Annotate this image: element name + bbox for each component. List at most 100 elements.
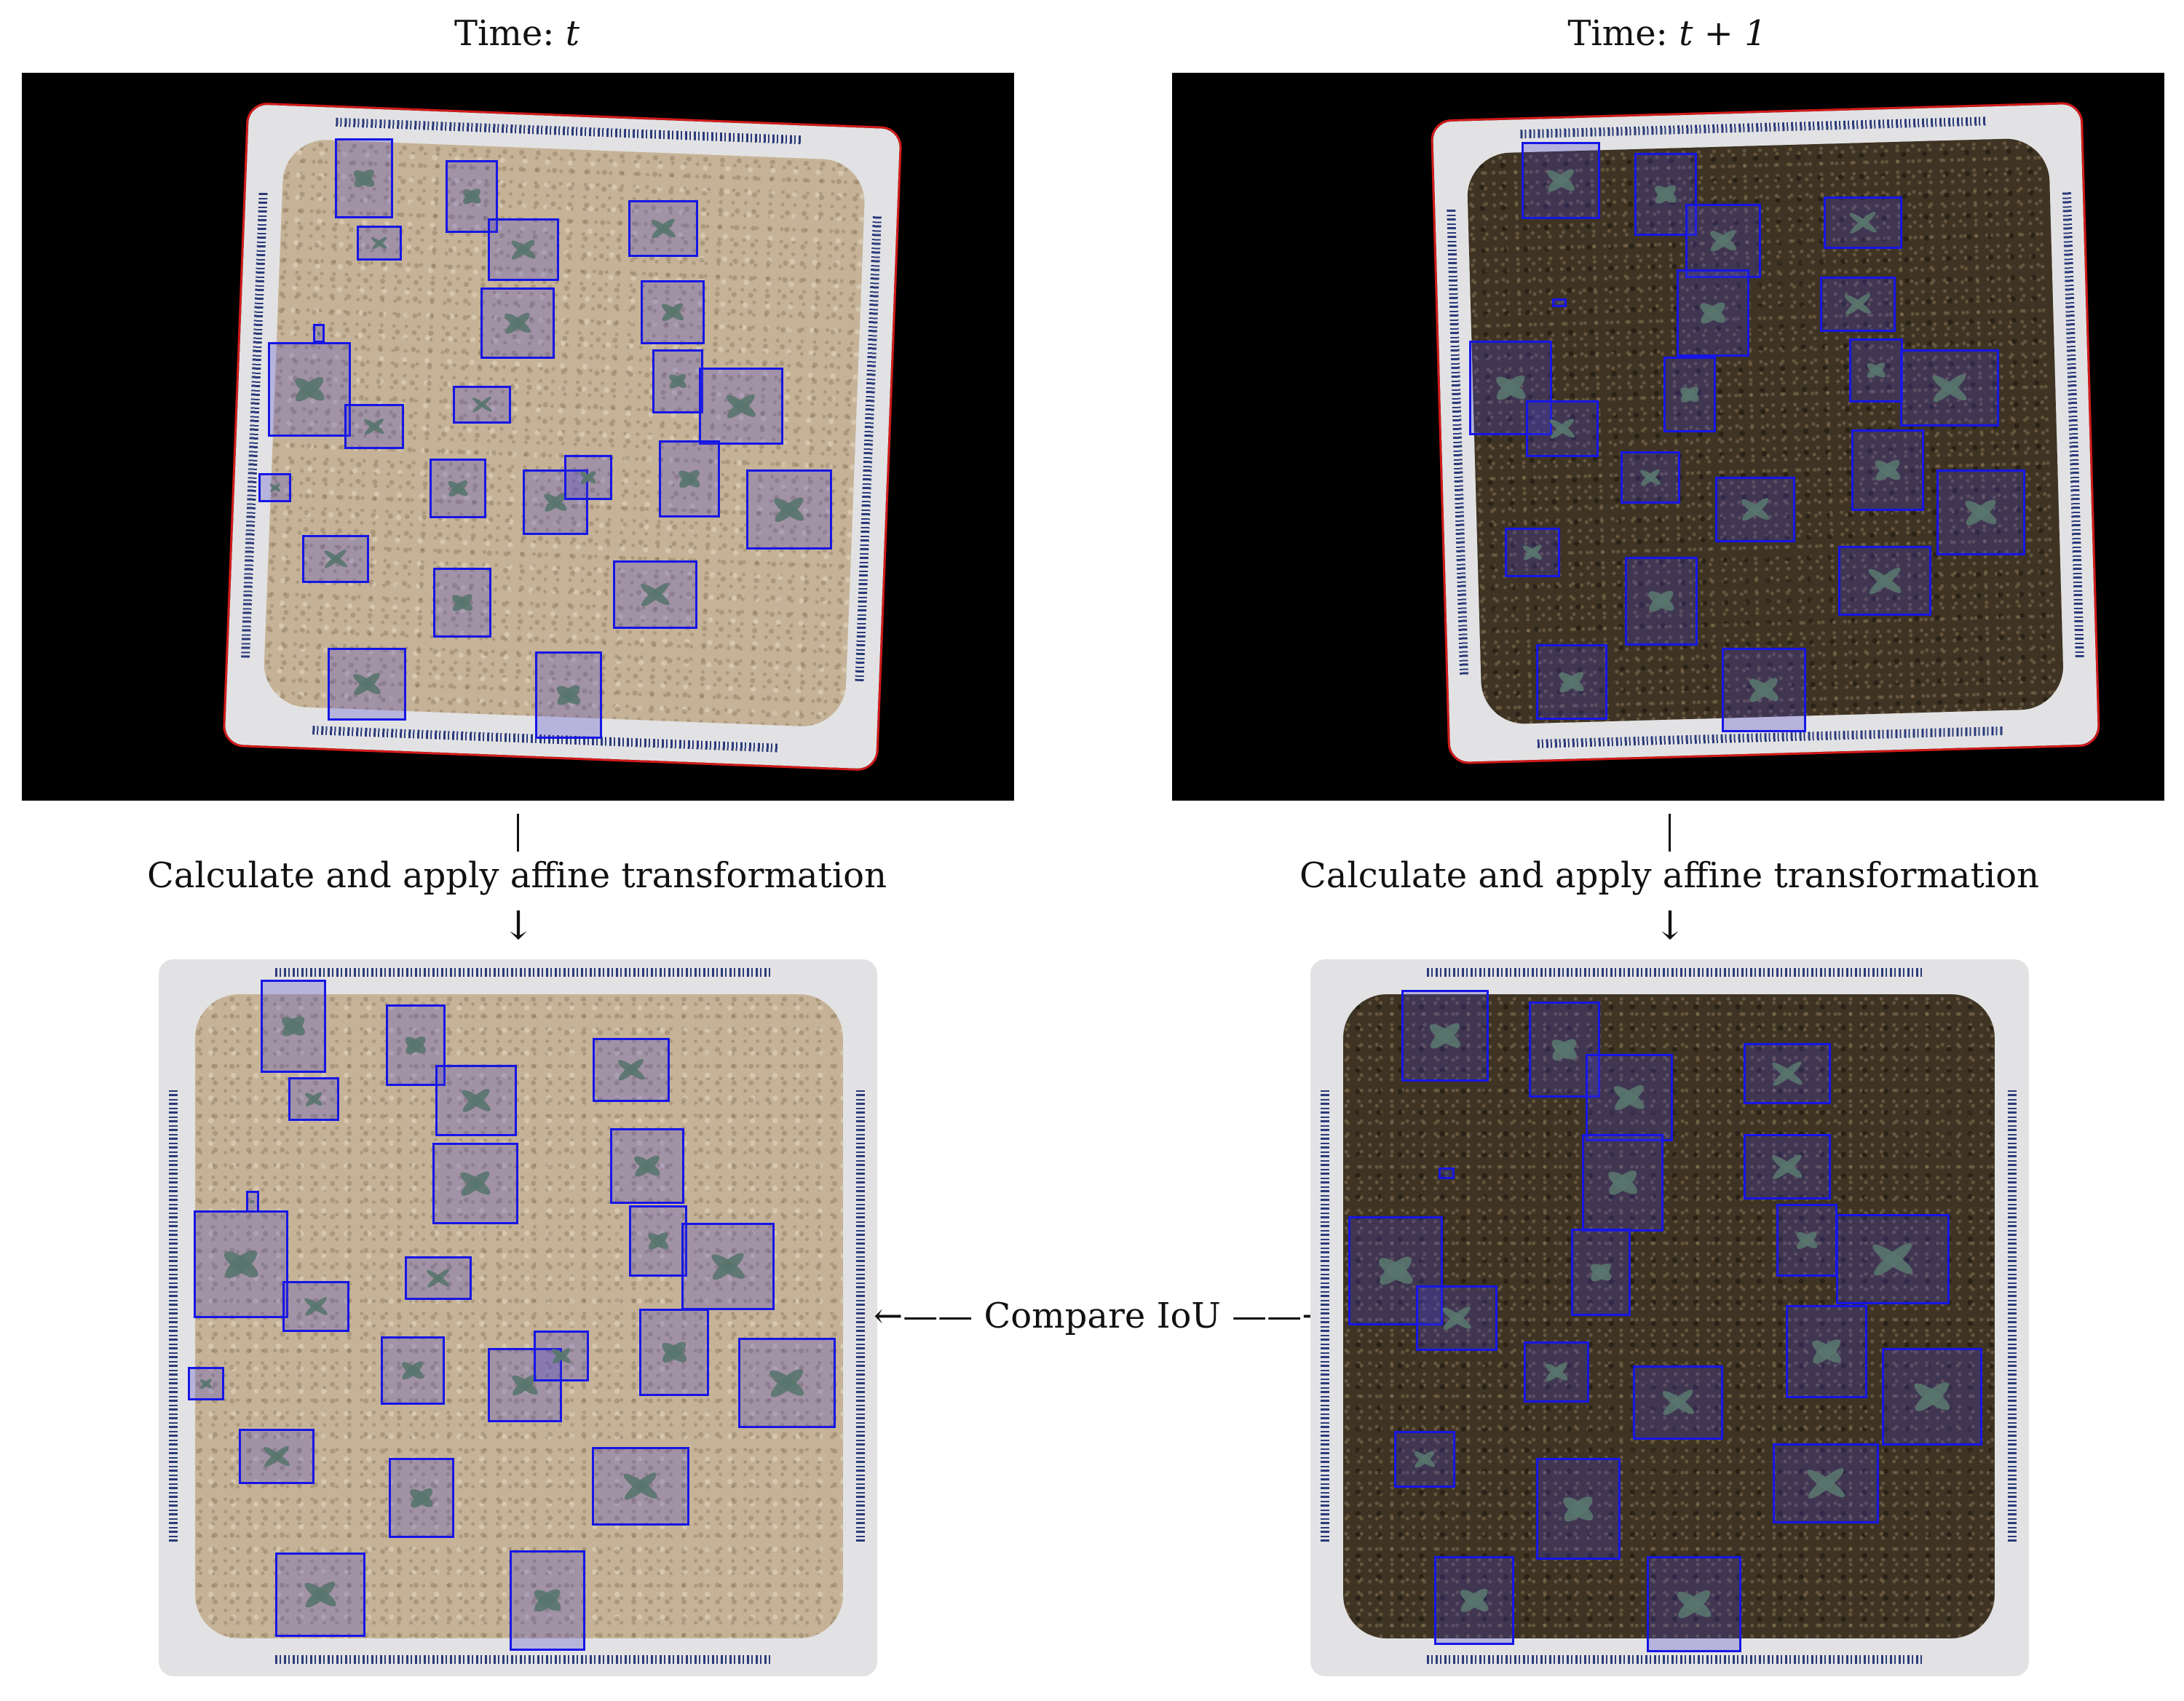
plant-box (1633, 1365, 1723, 1440)
plant-box (275, 1553, 365, 1637)
plant-box (288, 1077, 339, 1121)
plant-box (405, 1256, 472, 1300)
plant-box (430, 459, 486, 518)
plant-box (639, 1309, 709, 1396)
plant-box (1776, 1204, 1837, 1277)
barcode-top (1520, 116, 1987, 139)
plant-box (357, 226, 402, 261)
plant-box (746, 469, 832, 550)
image-original-t (22, 73, 1014, 801)
plant-box (381, 1336, 445, 1405)
plant-box (302, 535, 369, 583)
plant-box (699, 368, 783, 445)
plant-box (1882, 1348, 1982, 1446)
plant-box (1416, 1285, 1497, 1351)
plant-box (1552, 298, 1567, 307)
plant-box (313, 324, 325, 343)
plant-box (389, 1458, 454, 1538)
image-transformed-t (159, 959, 877, 1676)
plant-box (1786, 1305, 1867, 1398)
plant-box (1571, 1229, 1631, 1316)
plant-box (1394, 1431, 1455, 1488)
plant-box (435, 1065, 517, 1136)
plant-box (328, 648, 406, 721)
plant-box (1401, 990, 1489, 1082)
arrow-down-left: ↓ (502, 903, 535, 948)
plant-box (1849, 338, 1903, 403)
plant-box (659, 440, 720, 518)
plant-box (1505, 528, 1560, 577)
plant-box (239, 1429, 314, 1484)
plant-box (1722, 648, 1806, 732)
plant-box (641, 280, 705, 344)
plant-box (194, 1210, 288, 1318)
plant-box (488, 218, 559, 281)
image-transformed-t-plus-1 (1310, 959, 2029, 1676)
barcode-top (275, 968, 770, 977)
plant-box (1526, 400, 1599, 457)
plant-box (1900, 349, 1999, 427)
plant-box (1524, 1341, 1589, 1403)
plant-box (564, 455, 612, 500)
plant-box (188, 1367, 224, 1400)
soil-transformed-t (195, 994, 843, 1638)
plant-box (652, 349, 703, 413)
barcode-left (241, 191, 268, 658)
compare-iou-label: ←—— Compare IoU ——→ (874, 1296, 1332, 1336)
barcode-right (2008, 1090, 2017, 1542)
title-time-t: Time: t (454, 13, 579, 54)
plant-box (268, 342, 351, 437)
barcode-left (169, 1090, 178, 1542)
plant-box (1677, 269, 1749, 357)
plant-box (1936, 469, 2025, 555)
plant-box (592, 1447, 689, 1526)
plant-box (282, 1281, 349, 1332)
step-label-right: Calculate and apply affine transformatio… (1299, 855, 2039, 896)
plant-box (1536, 644, 1607, 720)
plant-box (535, 651, 602, 739)
plant-box (738, 1338, 836, 1428)
barcode-top (1427, 968, 1922, 977)
plant-box (1439, 1167, 1455, 1179)
plant-box (1663, 357, 1716, 432)
arrow-stem-right (1669, 814, 1671, 852)
plant-box (1744, 1043, 1831, 1104)
plant-box (629, 1205, 687, 1277)
plant-box (246, 1191, 259, 1213)
plant-box (1522, 142, 1600, 219)
image-original-t-plus-1 (1172, 73, 2164, 801)
plant-box (446, 160, 498, 233)
barcode-top (336, 117, 802, 145)
plant-box (610, 1128, 684, 1204)
plant-box (681, 1223, 775, 1310)
plant-box (1625, 557, 1698, 646)
plant-box (1685, 204, 1761, 278)
plant-box (1715, 477, 1795, 542)
arrow-down-right: ↓ (1653, 903, 1687, 948)
barcode-left (1447, 208, 1469, 675)
plant-box (261, 980, 326, 1073)
plant-box (613, 560, 697, 629)
plant-box (453, 386, 511, 424)
barcode-right (2062, 191, 2084, 658)
plant-box (433, 568, 491, 638)
plant-box (432, 1143, 518, 1224)
barcode-left (1321, 1090, 1329, 1542)
plant-box (628, 200, 698, 257)
plant-box (1773, 1443, 1879, 1523)
plant-box (1434, 1556, 1514, 1645)
barcode-bottom (1427, 1655, 1922, 1664)
plant-box (1838, 546, 1931, 616)
barcode-right (856, 1090, 865, 1542)
plant-box (1851, 429, 1924, 511)
plant-box (593, 1038, 670, 1102)
plant-box (1621, 451, 1680, 504)
barcode-bottom (275, 1655, 770, 1664)
title-time-t-plus-1: Time: t + 1 (1567, 13, 1767, 54)
plant-box (335, 138, 393, 218)
plant-box (1647, 1556, 1741, 1652)
plant-box (1586, 1054, 1673, 1141)
plant-box (510, 1550, 585, 1651)
plant-box (1744, 1134, 1831, 1200)
plant-box (1536, 1458, 1621, 1560)
